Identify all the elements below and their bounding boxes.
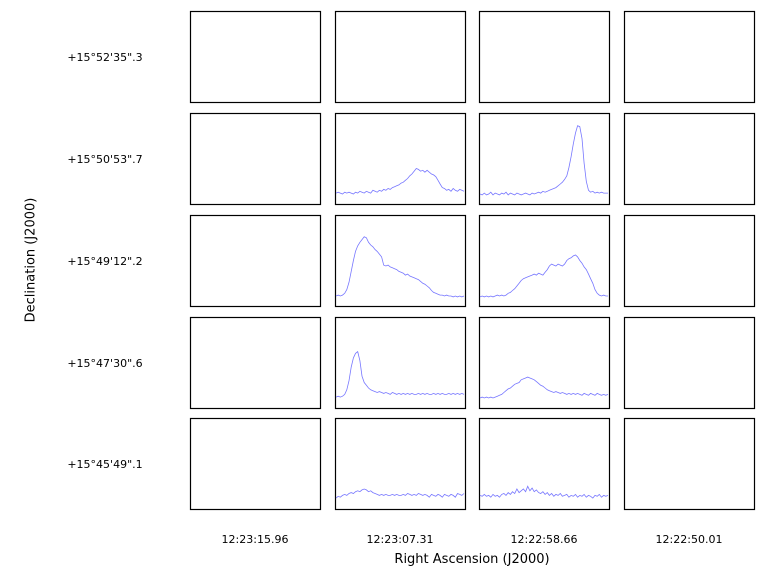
right-ascension-label: 12:22:50.01 <box>655 533 723 546</box>
panel-r0-c1 <box>334 10 467 104</box>
declination-label: +15°47'30".6 <box>67 356 143 370</box>
panel-r1-c3 <box>623 112 756 206</box>
spectrum-line-r4-c1 <box>335 488 465 499</box>
spectrum-line-r1-c2 <box>479 125 608 196</box>
panel-r2-c1 <box>334 214 467 308</box>
panel-r2-c0 <box>189 214 322 308</box>
panel-r0-c3 <box>623 10 756 104</box>
spectrum-line-r3-c2 <box>479 376 609 399</box>
x-axis-title: Right Ascension (J2000) <box>394 552 550 567</box>
panel-r1-c0 <box>189 112 322 206</box>
panel-r0-c2 <box>478 10 611 104</box>
declination-label: +15°50'53".7 <box>67 152 143 166</box>
panel-r3-c1 <box>334 316 467 410</box>
declination-label: +15°52'35".3 <box>67 50 143 64</box>
panel-r4-c0 <box>189 417 322 511</box>
right-ascension-label: 12:23:07.31 <box>366 533 434 546</box>
spectrum-line-r3-c1 <box>335 350 465 398</box>
panel-r4-c3 <box>623 417 756 511</box>
panel-r0-c0 <box>189 10 322 104</box>
y-axis-title: Declination (J2000) <box>23 197 39 323</box>
right-ascension-label: 12:22:58.66 <box>510 533 578 546</box>
panel-r2-c3 <box>623 214 756 308</box>
panel-r3-c3 <box>623 316 756 410</box>
right-ascension-label: 12:23:15.96 <box>221 533 289 546</box>
spectrum-line-r2-c1 <box>335 236 465 298</box>
spectrum-line-r1-c1 <box>335 168 465 195</box>
spectrum-line-r4-c2 <box>479 485 609 499</box>
panel-r3-c0 <box>189 316 322 410</box>
panel-r4-c1 <box>334 417 467 511</box>
panel-r1-c1 <box>334 112 467 206</box>
panel-r1-c2 <box>478 112 611 206</box>
spectrum-line-r2-c2 <box>479 254 608 298</box>
panel-r2-c2 <box>478 214 611 308</box>
panel-r4-c2 <box>478 417 611 511</box>
declination-label: +15°45'49".1 <box>67 457 143 471</box>
panel-r3-c2 <box>478 316 611 410</box>
declination-label: +15°49'12".2 <box>67 254 143 268</box>
